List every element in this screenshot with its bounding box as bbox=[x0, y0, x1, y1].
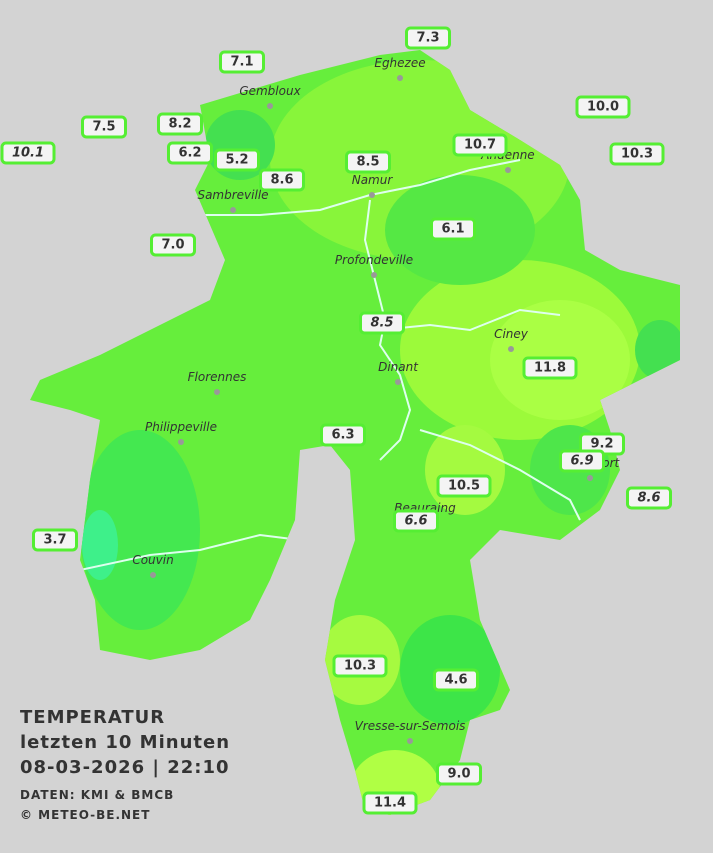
station-value: 7.1 bbox=[230, 55, 253, 70]
station-value: 4.6 bbox=[444, 673, 467, 688]
station-box bbox=[32, 528, 78, 552]
station-box bbox=[433, 668, 479, 692]
town-dot bbox=[587, 475, 593, 481]
town-dot bbox=[369, 192, 375, 198]
station-box bbox=[259, 168, 305, 192]
station-value: 7.0 bbox=[161, 238, 184, 253]
station-box bbox=[0, 141, 56, 165]
station-value: 10.3 bbox=[621, 147, 653, 162]
station-value: 8.6 bbox=[270, 173, 293, 188]
station-box bbox=[332, 654, 388, 678]
station-box bbox=[436, 762, 482, 786]
legend-title: TEMPERATUR bbox=[20, 707, 165, 728]
station-value: 11.8 bbox=[534, 361, 566, 376]
station-value: 6.6 bbox=[404, 514, 427, 529]
town-dot bbox=[505, 167, 511, 173]
town-name: Eghezee bbox=[374, 56, 425, 70]
station-box bbox=[359, 311, 405, 335]
station-value: 5.2 bbox=[225, 153, 248, 168]
station-value: 10.0 bbox=[587, 100, 619, 115]
station-box bbox=[609, 142, 665, 166]
town-name: Profondeville bbox=[335, 253, 413, 267]
station-box bbox=[320, 423, 366, 447]
town-dot bbox=[178, 439, 184, 445]
station-box bbox=[430, 217, 476, 241]
station-box bbox=[626, 486, 672, 510]
station-value: 8.6 bbox=[637, 491, 660, 506]
town-name: Dinant bbox=[378, 360, 419, 374]
station-value: 8.5 bbox=[370, 316, 393, 331]
town-name: Couvin bbox=[132, 553, 173, 567]
town-dot bbox=[267, 103, 273, 109]
station-box bbox=[214, 148, 260, 172]
station-value: 7.5 bbox=[92, 120, 115, 135]
legend-datetime: 08-03-2026 | 22:10 bbox=[20, 757, 230, 778]
station-box bbox=[393, 509, 439, 533]
station-value: 10.7 bbox=[464, 138, 496, 153]
town-name: Florennes bbox=[188, 370, 247, 384]
station-box bbox=[405, 26, 451, 50]
town-dot bbox=[395, 379, 401, 385]
station-value: 6.9 bbox=[570, 454, 593, 469]
town-name: Gembloux bbox=[239, 84, 301, 98]
station-value: 8.5 bbox=[356, 155, 379, 170]
town-name: Namur bbox=[352, 173, 394, 187]
station-box bbox=[452, 133, 508, 157]
town-dot bbox=[407, 738, 413, 744]
legend-period: letzten 10 Minuten bbox=[20, 732, 230, 753]
town-dot bbox=[397, 75, 403, 81]
station-box bbox=[436, 474, 492, 498]
station-value: 3.7 bbox=[43, 533, 66, 548]
town-name: Philippeville bbox=[145, 420, 217, 434]
station-value: 10.5 bbox=[448, 479, 480, 494]
station-box bbox=[522, 356, 578, 380]
legend-source: DATEN: KMI & BMCB bbox=[20, 788, 174, 802]
station-box bbox=[345, 150, 391, 174]
town-dot bbox=[230, 207, 236, 213]
station-value: 6.3 bbox=[331, 428, 354, 443]
town-dot bbox=[508, 346, 514, 352]
station-value: 9.0 bbox=[447, 767, 470, 782]
town-name: Ciney bbox=[494, 327, 529, 341]
town-name: Vresse-sur-Semois bbox=[355, 719, 466, 733]
station-box bbox=[81, 115, 127, 139]
station-box bbox=[559, 449, 605, 473]
station-value: 11.4 bbox=[374, 796, 406, 811]
station-value: 7.3 bbox=[416, 31, 439, 46]
station-value: 8.2 bbox=[168, 117, 191, 132]
town-dot bbox=[150, 572, 156, 578]
station-value: 10.1 bbox=[12, 146, 44, 161]
station-value: 6.1 bbox=[441, 222, 464, 237]
station-box bbox=[575, 95, 631, 119]
station-box bbox=[362, 791, 418, 815]
station-value: 6.2 bbox=[178, 146, 201, 161]
station-value: 9.2 bbox=[590, 437, 613, 452]
town-dot bbox=[371, 272, 377, 278]
legend-credit: © METEO-BE.NET bbox=[20, 808, 150, 822]
station-box bbox=[150, 233, 196, 257]
station-box bbox=[167, 141, 213, 165]
station-box bbox=[219, 50, 265, 74]
town-name: Sambreville bbox=[197, 188, 268, 202]
town-dot bbox=[214, 389, 220, 395]
station-value: 10.3 bbox=[344, 659, 376, 674]
station-box bbox=[157, 112, 203, 136]
